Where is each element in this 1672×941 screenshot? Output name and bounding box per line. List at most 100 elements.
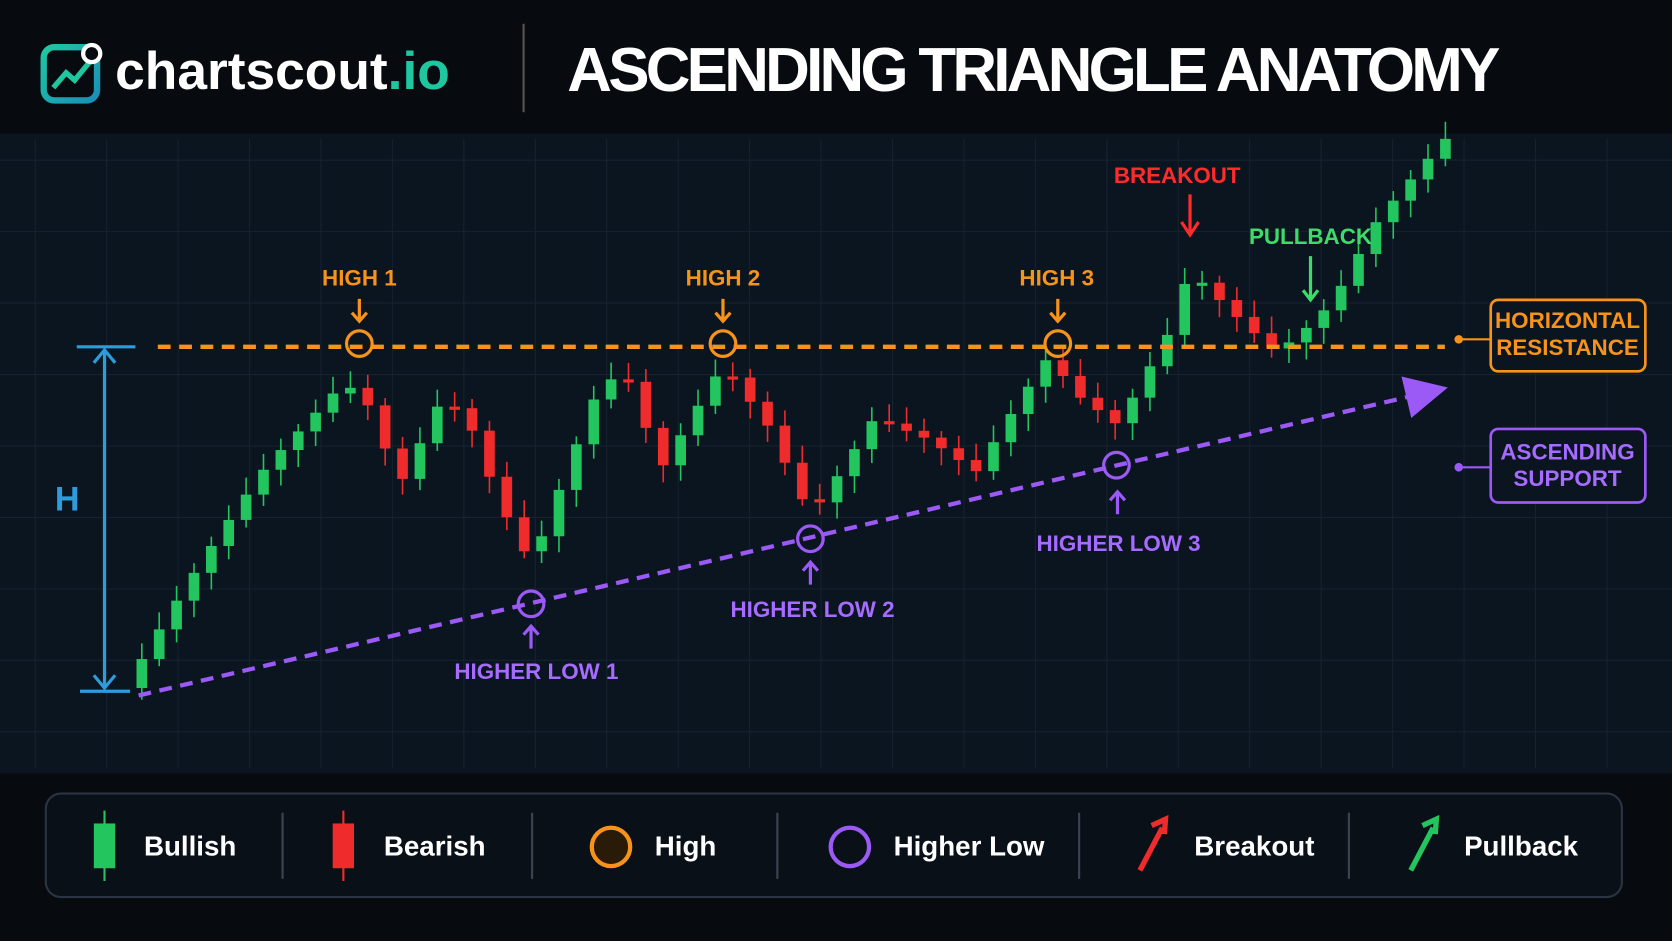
candle-body <box>1196 282 1208 286</box>
candle-body <box>223 519 235 546</box>
candle-body <box>1248 316 1260 334</box>
candle-body <box>188 572 200 601</box>
candle-body <box>1405 179 1416 201</box>
candle-body <box>292 431 304 451</box>
candle-body <box>1144 366 1156 398</box>
candle-body <box>744 377 756 402</box>
connector-dot <box>1454 335 1463 344</box>
high-markers <box>344 298 1073 359</box>
candle-body <box>1353 254 1364 286</box>
candle-body <box>345 387 356 394</box>
title: ASCENDING TRIANGLE ANATOMY <box>567 36 1500 105</box>
candle-body <box>1179 284 1191 335</box>
candle-body <box>153 629 165 660</box>
candle-body <box>605 379 617 400</box>
candle-body <box>1335 285 1347 311</box>
resistance-label: HORIZONTAL <box>1495 308 1640 333</box>
logo-name: chartscout <box>115 42 388 101</box>
candle-body <box>379 405 391 449</box>
pullback-label: PULLBACK <box>1249 224 1372 249</box>
support-box <box>1489 427 1647 504</box>
candle-body <box>1075 376 1086 398</box>
candle-body <box>1422 158 1434 180</box>
higher-low-label: HIGHER LOW 1 <box>454 659 618 684</box>
candle-body <box>571 444 582 490</box>
low-markers <box>516 450 1131 649</box>
candle-body <box>936 437 947 449</box>
high-label: HIGH 1 <box>322 266 397 291</box>
candle-body <box>1387 200 1399 223</box>
candle-body <box>310 412 321 432</box>
higher-low-label: HIGHER LOW 3 <box>1037 531 1201 556</box>
logo-text: chartscout.io <box>115 42 450 101</box>
breakout-label: BREAKOUT <box>1114 163 1241 188</box>
candle-body <box>710 376 721 406</box>
candle-body <box>1370 222 1382 255</box>
candle-body <box>258 469 269 495</box>
candle-body <box>953 448 965 461</box>
candle-body <box>431 406 443 444</box>
candle-body <box>206 545 217 573</box>
high-label: HIGH 3 <box>1019 266 1094 291</box>
candle-body <box>675 435 686 466</box>
legend-label: Higher Low <box>894 830 1045 861</box>
candle-body <box>727 376 739 380</box>
candle-body <box>1092 397 1104 411</box>
candle-body <box>779 425 791 463</box>
candle-body <box>762 401 773 426</box>
candle-body <box>1231 300 1243 317</box>
candle-body <box>640 381 652 428</box>
candle-body <box>1214 282 1225 301</box>
candle-body <box>796 462 808 500</box>
breakout-arrow <box>1180 194 1200 238</box>
candle-body <box>1040 360 1051 387</box>
logo: chartscout.io <box>40 42 450 104</box>
candle-body <box>1127 397 1138 424</box>
candle-body <box>588 399 600 445</box>
legend-label: Bearish <box>384 830 486 861</box>
candle-body <box>988 442 999 472</box>
candle-body <box>657 427 669 466</box>
candle-body <box>240 494 252 520</box>
candle-body <box>501 476 513 518</box>
chart-area <box>0 133 1672 774</box>
legend-icons <box>93 810 1440 882</box>
candle-body <box>1022 386 1034 415</box>
candle-body <box>1440 138 1451 159</box>
candle-body <box>1266 333 1277 349</box>
legend-separators <box>281 812 1350 879</box>
height-label: H <box>55 480 80 518</box>
candle-body <box>918 430 930 438</box>
support-line <box>138 376 1448 698</box>
candles <box>136 121 1451 700</box>
candle-body <box>831 476 843 503</box>
candle-body <box>623 379 634 383</box>
candle-body <box>866 421 878 450</box>
candle-body <box>901 423 912 431</box>
logo-suffix: .io <box>388 42 450 101</box>
legend <box>44 792 1623 899</box>
high-label: HIGH 2 <box>686 266 761 291</box>
candle-body <box>883 421 895 425</box>
candle-body <box>692 405 704 436</box>
candle-body <box>136 659 148 689</box>
pullback-arrow <box>1301 256 1320 303</box>
support-label: ASCENDING <box>1500 439 1634 464</box>
candle-body <box>536 536 547 552</box>
legend-label: Pullback <box>1464 830 1579 861</box>
candle-body <box>275 450 287 470</box>
legend-label: Bullish <box>144 830 236 861</box>
candle-body <box>814 499 826 503</box>
candle-body <box>327 393 339 413</box>
legend-label: Breakout <box>1194 830 1314 861</box>
candle-body <box>1318 310 1330 328</box>
candle-body <box>1057 360 1069 377</box>
candle-body <box>397 448 408 479</box>
candle-body <box>484 430 495 477</box>
height-measure <box>76 345 136 693</box>
higher-low-label: HIGHER LOW 2 <box>730 597 894 622</box>
candle-body <box>1161 334 1173 367</box>
candle-body <box>171 600 182 630</box>
candle-body <box>362 387 374 406</box>
